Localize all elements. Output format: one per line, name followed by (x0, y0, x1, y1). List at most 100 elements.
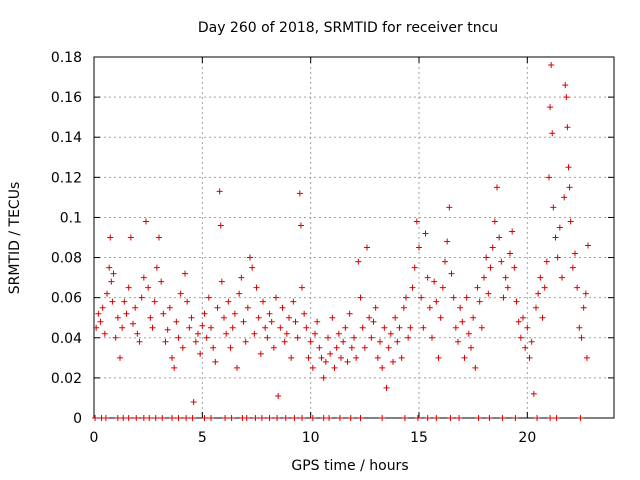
data-point (205, 294, 212, 301)
data-point (114, 314, 121, 321)
data-point (374, 354, 381, 361)
data-point (108, 278, 115, 285)
data-point (316, 344, 323, 351)
data-point (179, 344, 186, 351)
data-point (411, 264, 418, 271)
data-point (517, 334, 524, 341)
data-point (195, 330, 201, 337)
zero-data-point (433, 415, 440, 421)
data-points (92, 62, 591, 421)
data-point (379, 364, 386, 371)
data-point (190, 398, 197, 405)
data-point (489, 244, 496, 251)
data-point (327, 350, 334, 357)
data-point (110, 270, 117, 277)
zero-data-point (357, 415, 364, 421)
data-point (396, 324, 403, 331)
data-point (472, 364, 479, 371)
zero-data-point (447, 415, 454, 421)
data-point (184, 298, 191, 305)
data-point (561, 194, 568, 201)
data-point (99, 304, 106, 311)
zero-data-point (414, 415, 421, 421)
data-point (294, 334, 301, 341)
data-point (147, 314, 154, 321)
data-point (552, 234, 559, 241)
data-point (361, 344, 368, 351)
data-point (244, 304, 251, 311)
data-point (364, 244, 370, 251)
data-point (580, 304, 587, 311)
data-point (173, 318, 180, 325)
zero-data-point (379, 415, 386, 421)
data-point (299, 284, 305, 291)
data-point (266, 310, 273, 317)
data-point (442, 258, 448, 265)
data-point (322, 358, 329, 365)
y-tick-label: 0.18 (51, 50, 82, 66)
zero-data-point (258, 415, 265, 421)
data-point (416, 244, 422, 251)
data-point (145, 284, 152, 291)
data-point (143, 218, 149, 225)
data-point (509, 228, 516, 235)
data-point (433, 298, 440, 305)
y-tick-label: 0.08 (51, 251, 82, 267)
data-point (400, 304, 407, 311)
data-point (448, 270, 455, 277)
data-point (288, 354, 295, 361)
data-point (357, 294, 364, 301)
data-point (392, 314, 399, 321)
y-tick-label: 0.16 (51, 90, 82, 106)
data-point (236, 290, 243, 297)
zero-data-point (475, 415, 482, 421)
data-point (227, 344, 234, 351)
data-point (463, 294, 470, 301)
data-point (431, 278, 438, 285)
zero-data-point (243, 415, 250, 421)
zero-data-point (120, 415, 127, 421)
data-point (470, 314, 477, 321)
data-point (450, 294, 457, 301)
data-point (390, 358, 396, 365)
x-tick-label: 5 (198, 430, 207, 446)
x-tick-label: 10 (302, 430, 320, 446)
data-point (398, 354, 405, 361)
y-tick-label: 0.04 (51, 331, 82, 347)
zero-data-point (114, 415, 121, 421)
data-point (556, 224, 563, 231)
data-point (101, 330, 108, 337)
data-point (162, 338, 169, 345)
data-point (407, 324, 414, 331)
data-point (268, 318, 275, 325)
data-point (583, 354, 590, 361)
data-point (97, 318, 104, 325)
data-point (238, 274, 245, 281)
data-point (107, 234, 114, 241)
data-point (562, 82, 569, 89)
data-point (481, 274, 487, 281)
data-point (429, 334, 435, 341)
data-point (554, 254, 561, 261)
data-point (301, 310, 308, 317)
zero-data-point (486, 415, 493, 421)
data-point (270, 344, 277, 351)
data-point (130, 320, 136, 327)
data-point (112, 334, 119, 341)
data-point (420, 324, 427, 331)
data-point (253, 284, 260, 291)
data-point (366, 314, 373, 321)
data-point (437, 314, 444, 321)
data-point (309, 364, 316, 371)
data-point (93, 324, 100, 331)
zero-data-point (320, 415, 327, 421)
data-point (500, 294, 507, 301)
data-point (502, 274, 509, 281)
zero-data-point (512, 415, 519, 421)
y-tick-label: 0.14 (51, 130, 82, 146)
data-point (303, 324, 310, 331)
data-point (279, 304, 286, 311)
data-point (158, 278, 165, 285)
data-point (346, 310, 353, 317)
data-point (255, 314, 262, 321)
